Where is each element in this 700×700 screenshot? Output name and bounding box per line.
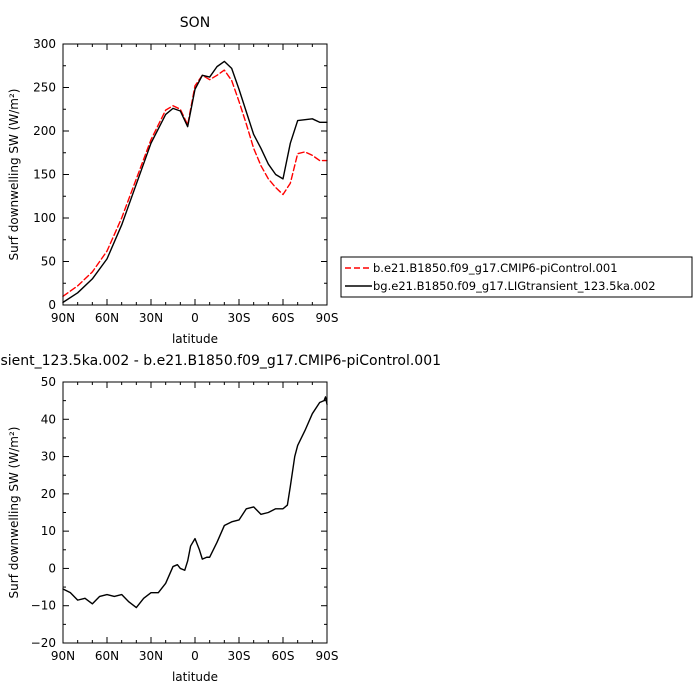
x-tick-label: 30S xyxy=(228,649,251,663)
y-tick-label: 0 xyxy=(48,561,56,575)
y-tick-label: 50 xyxy=(41,255,56,269)
x-tick-label: 30S xyxy=(228,311,251,325)
y-axis-label: Surf downwelling SW (W/m²) xyxy=(7,89,21,261)
y-tick-label: 250 xyxy=(33,81,56,95)
y-axis-label: Surf downwelling SW (W/m²) xyxy=(7,427,21,599)
chart-title: LIGtransient_123.5ka.002 - b.e21.B1850.f… xyxy=(0,353,441,369)
y-tick-label: 150 xyxy=(33,168,56,182)
legend-entry-2: bg.e21.B1850.f09_g17.LIGtransient_123.5k… xyxy=(373,279,656,293)
y-tick-label: 50 xyxy=(41,375,56,389)
y-tick-label: 300 xyxy=(33,37,56,51)
chart-panel-2: LIGtransient_123.5ka.002 - b.e21.B1850.f… xyxy=(0,353,441,684)
legend-entry-1: b.e21.B1850.f09_g17.CMIP6-piControl.001 xyxy=(373,261,618,275)
plot-frame xyxy=(62,381,328,644)
legend-box xyxy=(340,256,693,298)
y-tick-label: −20 xyxy=(31,636,56,650)
x-tick-label: 60S xyxy=(272,311,295,325)
x-tick-label: 90S xyxy=(316,311,339,325)
x-tick-label: 30N xyxy=(139,311,163,325)
x-axis-label: latitude xyxy=(172,332,218,346)
x-tick-label: 30N xyxy=(139,649,163,663)
series-line-1 xyxy=(62,69,328,297)
x-tick-label: 60N xyxy=(95,649,119,663)
x-tick-label: 60N xyxy=(95,311,119,325)
y-tick-label: 0 xyxy=(48,298,56,312)
chart-title: SON xyxy=(180,15,210,31)
x-axis-label: latitude xyxy=(172,670,218,684)
legend: b.e21.B1850.f09_g17.CMIP6-piControl.001b… xyxy=(340,256,693,298)
x-tick-label: 90N xyxy=(51,649,75,663)
x-tick-label: 90S xyxy=(316,649,339,663)
y-tick-label: 30 xyxy=(41,450,56,464)
chart-panel-1: SON 90N 60N 30N 0 30S 60S 90S 0 50 100 150 200 250 300… xyxy=(7,15,693,346)
y-tick-label: 100 xyxy=(33,211,56,225)
y-tick-label: 40 xyxy=(41,412,56,426)
x-tick-label: 0 xyxy=(191,649,199,663)
y-tick-label: −10 xyxy=(31,599,56,613)
x-tick-label: 60S xyxy=(272,649,295,663)
y-tick-label: 20 xyxy=(41,487,56,501)
x-tick-label: 90N xyxy=(51,311,75,325)
series-line-1 xyxy=(62,396,328,609)
x-tick-label: 0 xyxy=(191,311,199,325)
series-line-2 xyxy=(62,60,328,304)
y-tick-label: 10 xyxy=(41,524,56,538)
y-tick-label: 200 xyxy=(33,124,56,138)
